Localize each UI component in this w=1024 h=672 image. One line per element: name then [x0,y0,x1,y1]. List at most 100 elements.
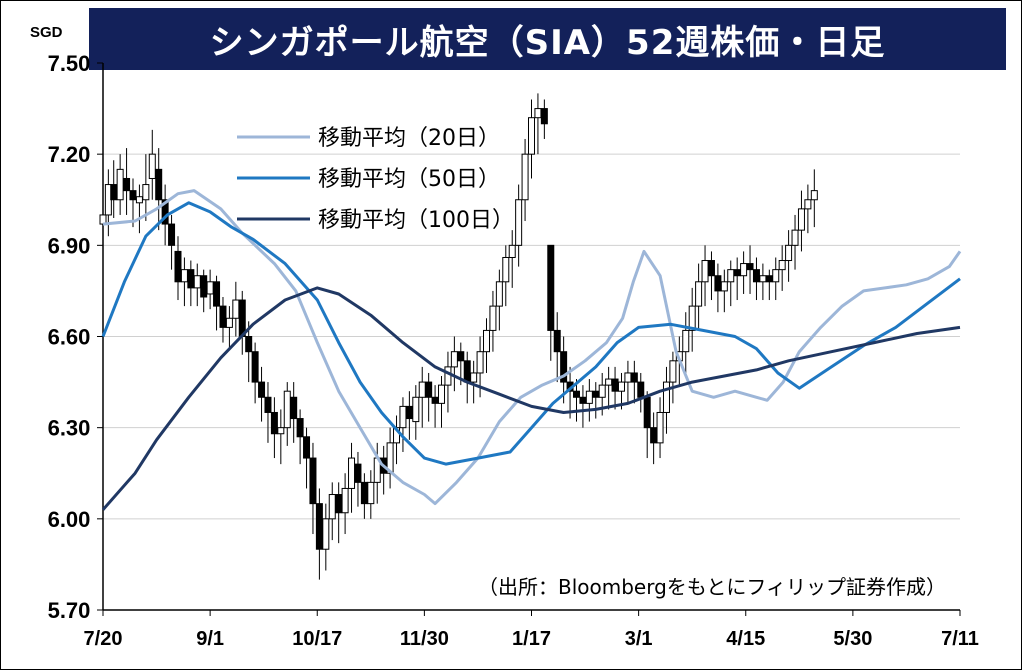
x-tick-label: 10/17 [292,628,342,650]
candle-body [232,299,240,319]
candle-body [695,281,703,307]
candle-body [785,244,793,262]
candle-body [405,405,413,420]
candle-body [116,168,124,201]
candle-body [656,411,664,444]
candle-body [540,108,548,125]
candle-body [193,275,201,289]
candle-body [605,378,613,386]
candle-body [309,457,317,505]
candle-body [810,190,818,201]
candle-body [123,177,131,192]
candle-body [206,281,214,295]
candle-body [187,269,195,289]
candle-body [148,153,156,179]
x-tick-label: 3/1 [625,628,653,650]
candle-body [328,494,336,520]
chart-title: シンガポール航空（SIA）52週株価・日足 [89,8,1006,70]
candle-body [425,381,433,398]
legend: 移動平均（20日） 移動平均（50日） 移動平均（100日） [237,126,514,233]
candle-body [740,263,748,277]
candle-body [515,199,523,246]
candle-body [399,405,407,429]
candle-body [720,281,728,292]
candle-body [418,381,426,398]
y-tick-label: 5.70 [48,598,91,623]
candle-body [791,229,799,246]
candle-body [759,275,767,283]
candle-body [534,108,542,119]
candle-body [547,244,555,331]
candle-body [585,390,593,404]
candle-body [463,360,471,383]
candle-body [303,436,311,459]
candle-body [335,494,343,514]
candle-body [168,223,176,246]
y-tick-label: 6.60 [48,325,91,350]
moving-average-line-3 [101,286,961,511]
candle-body [701,260,709,283]
candle-body [367,481,375,505]
candle-body [354,463,362,483]
candle-body [290,396,298,420]
candle-body [637,381,645,398]
x-tick-label: 5/30 [833,628,872,650]
candle-body [438,384,446,404]
candle-body [200,275,208,298]
candle-body [470,372,478,383]
candle-body [611,378,619,392]
y-axis-unit: SGD [30,24,63,41]
candle-body [592,390,600,398]
candle-body [765,275,773,283]
candle-body [772,269,780,283]
candle-body [560,351,568,383]
candle-body [142,184,150,201]
moving-average-line-1 [102,189,962,506]
candle-body [746,263,754,271]
candle-body [296,418,304,438]
candle-body [213,281,221,307]
candle-body [483,329,491,353]
candle-body [714,275,722,292]
x-tick-label: 1/17 [512,628,551,650]
candle-body [315,503,323,550]
candle-body [733,269,741,277]
candle-body [572,390,580,398]
candle-body [579,396,587,404]
candle-body [264,396,272,413]
candle-body [630,372,638,383]
x-tick-label: 4/15 [726,628,765,650]
candle-body [412,396,420,423]
candle-body [258,381,266,398]
x-tick-label: 9/1 [196,628,224,650]
candle-body [688,305,696,331]
candle-body [180,269,188,283]
candle-body [476,351,484,374]
candle-body [238,299,246,337]
candle-body [277,427,285,435]
candle-body [650,427,658,444]
candle-body [251,351,259,383]
candle-body [135,196,143,204]
y-tick-label: 6.90 [48,233,91,258]
x-tick-label: 11/30 [400,628,449,650]
candle-body [707,260,715,277]
candle-body [129,190,137,201]
candle-body [219,305,227,328]
y-tick-label: 7.50 [48,51,91,76]
candle-body [360,481,368,505]
candle-body [598,384,606,398]
candle-body [489,305,497,331]
candle-body [341,487,349,514]
candle-body [682,329,690,353]
candle-body [444,366,452,386]
candle-body [797,208,805,231]
candle-body [348,457,356,489]
candle-body [270,411,278,435]
candle-body [110,184,118,201]
candle-body [752,269,760,283]
candle-body [245,336,253,353]
candle-body [450,351,458,368]
